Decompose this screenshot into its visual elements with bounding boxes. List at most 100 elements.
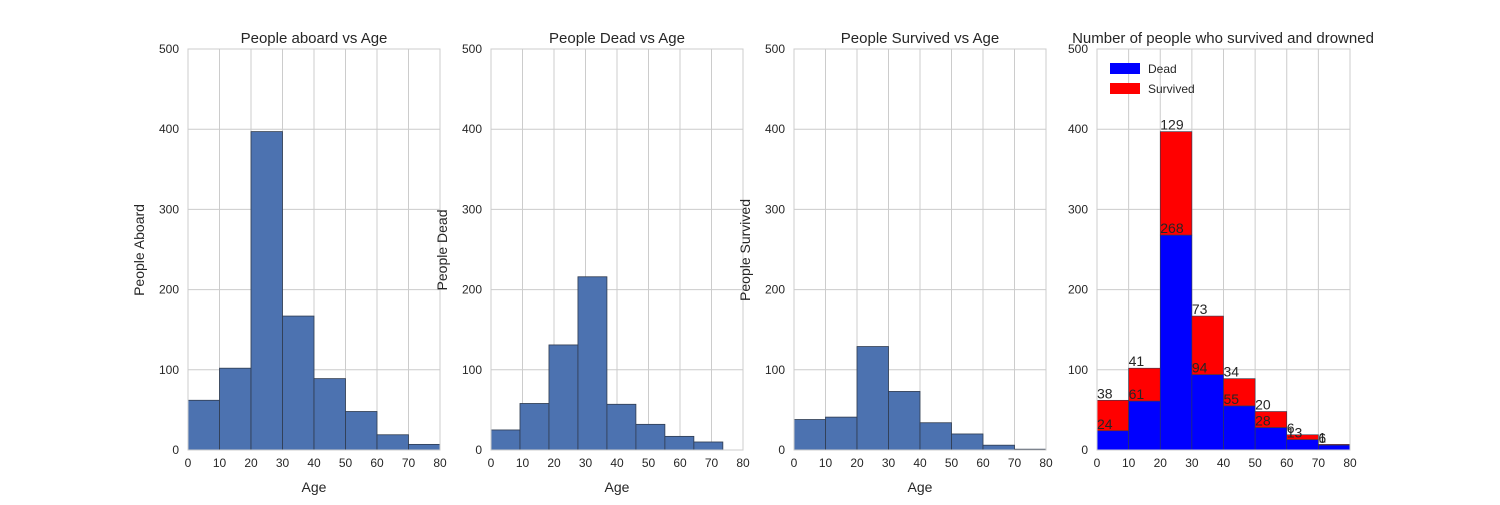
histogram-bar	[219, 367, 252, 451]
ylabel-survived: People Survived	[737, 199, 753, 301]
legend-swatch-survived	[1110, 83, 1140, 94]
y-tick-label: 0	[475, 443, 482, 457]
x-tick-label: 80	[433, 456, 447, 470]
histogram-bar	[635, 423, 666, 451]
legend-swatch-dead	[1110, 63, 1140, 74]
xlabel-dead: Age	[605, 479, 630, 495]
bars-survived	[793, 346, 1047, 451]
legend-stacked: Dead Survived	[1110, 62, 1195, 96]
data-label: 24	[1097, 416, 1113, 432]
x-tick-label: 10	[819, 456, 833, 470]
stacked-bar-dead	[1128, 400, 1161, 451]
histogram-bar	[951, 433, 984, 451]
data-label: 61	[1129, 386, 1145, 402]
stacked-bar-dead	[1286, 439, 1319, 451]
data-label: 13	[1287, 425, 1303, 441]
x-tick-label: 50	[339, 456, 353, 470]
panel-aboard: 0 10 20 30 40 50 60 70 80 0 100 200 300 400 500 Peopl…	[131, 30, 447, 495]
y-tick-label: 400	[159, 122, 179, 136]
stacked-bar-survived	[1286, 434, 1319, 440]
y-tick-label: 200	[159, 283, 179, 297]
x-tick-label: 40	[610, 456, 624, 470]
data-label: 55	[1224, 391, 1240, 407]
y-tick-label: 100	[462, 363, 482, 377]
x-tick-label: 30	[579, 456, 593, 470]
x-tick-label: 10	[516, 456, 530, 470]
stacked-bar-survived	[1128, 367, 1161, 402]
y-tick-label: 100	[159, 363, 179, 377]
histogram-bar	[606, 403, 637, 451]
title-stacked: Number of people who survived and drowne…	[1072, 30, 1374, 47]
y-tick-label: 500	[1068, 42, 1088, 56]
panel-dead: 0 10 20 30 40 50 60 70 80 0 100 200 300 400 500 Peopl…	[434, 30, 750, 495]
stacked-bar-survived	[1254, 411, 1288, 428]
panel-survived: 0 10 20 30 40 50 60 70 80 0 100 200 300 400 500 Peopl…	[737, 30, 1053, 495]
title-dead: People Dead vs Age	[549, 30, 685, 47]
data-label: 268	[1160, 220, 1184, 236]
x-tick-label: 80	[1039, 456, 1053, 470]
x-tick-label: 30	[1185, 456, 1199, 470]
data-label: 6	[1287, 420, 1295, 436]
histogram-bar	[408, 443, 441, 451]
x-tick-label: 40	[913, 456, 927, 470]
bars-dead	[490, 276, 724, 451]
x-tick-label: 60	[976, 456, 990, 470]
x-tick-label: 70	[1008, 456, 1022, 470]
yticks-survived: 0 100 200 300 400 500	[765, 42, 785, 457]
y-tick-label: 400	[462, 122, 482, 136]
xticks-dead: 0 10 20 30 40 50 60 70 80	[488, 456, 750, 470]
y-tick-label: 100	[765, 363, 785, 377]
stacked-bar-survived	[1159, 131, 1193, 236]
histogram-bar	[490, 429, 521, 451]
stacked-bar-survived	[1096, 399, 1129, 432]
x-tick-label: 70	[1312, 456, 1326, 470]
data-label: 34	[1224, 364, 1240, 380]
y-tick-label: 500	[159, 42, 179, 56]
bars-aboard	[187, 131, 441, 451]
ylabel-aboard: People Aboard	[131, 204, 147, 296]
x-tick-label: 80	[736, 456, 750, 470]
histogram-bar	[519, 403, 550, 451]
x-tick-label: 30	[882, 456, 896, 470]
stacked-bar-dead	[1191, 374, 1224, 451]
x-tick-label: 0	[488, 456, 495, 470]
histogram-bar	[282, 315, 315, 451]
y-tick-label: 500	[765, 42, 785, 56]
x-tick-label: 60	[673, 456, 687, 470]
xlabel-survived: Age	[908, 479, 933, 495]
data-label: 38	[1097, 385, 1113, 401]
histogram-bar	[548, 344, 579, 451]
x-tick-label: 80	[1343, 456, 1357, 470]
histogram-bar	[856, 346, 889, 451]
data-label: 6	[1318, 430, 1326, 446]
histogram-bar	[313, 378, 346, 451]
x-tick-label: 50	[945, 456, 959, 470]
xticks-aboard: 0 10 20 30 40 50 60 70 80	[185, 456, 447, 470]
data-label: 41	[1129, 353, 1145, 369]
y-tick-label: 300	[1068, 202, 1088, 216]
y-tick-label: 400	[765, 122, 785, 136]
data-label: 28	[1255, 413, 1271, 429]
y-tick-label: 300	[159, 202, 179, 216]
data-label: 94	[1192, 360, 1208, 376]
plot-frame-dead	[490, 48, 744, 451]
plot-frame-stacked	[1096, 48, 1351, 451]
stacked-bar-survived	[1223, 378, 1256, 407]
stacked-bar-dead	[1223, 405, 1256, 451]
x-tick-label: 20	[244, 456, 258, 470]
title-aboard: People aboard vs Age	[241, 30, 388, 47]
histogram-bar	[982, 444, 1015, 451]
x-tick-label: 60	[370, 456, 384, 470]
y-tick-label: 300	[765, 202, 785, 216]
histogram-bar	[888, 391, 921, 451]
x-tick-label: 20	[547, 456, 561, 470]
histogram-bar	[825, 416, 858, 451]
y-tick-label: 500	[462, 42, 482, 56]
legend-label-dead: Dead	[1148, 62, 1177, 76]
histogram-bar	[376, 434, 409, 451]
histogram-bar	[577, 276, 608, 451]
y-tick-label: 200	[765, 283, 785, 297]
legend-label-survived: Survived	[1148, 82, 1195, 96]
